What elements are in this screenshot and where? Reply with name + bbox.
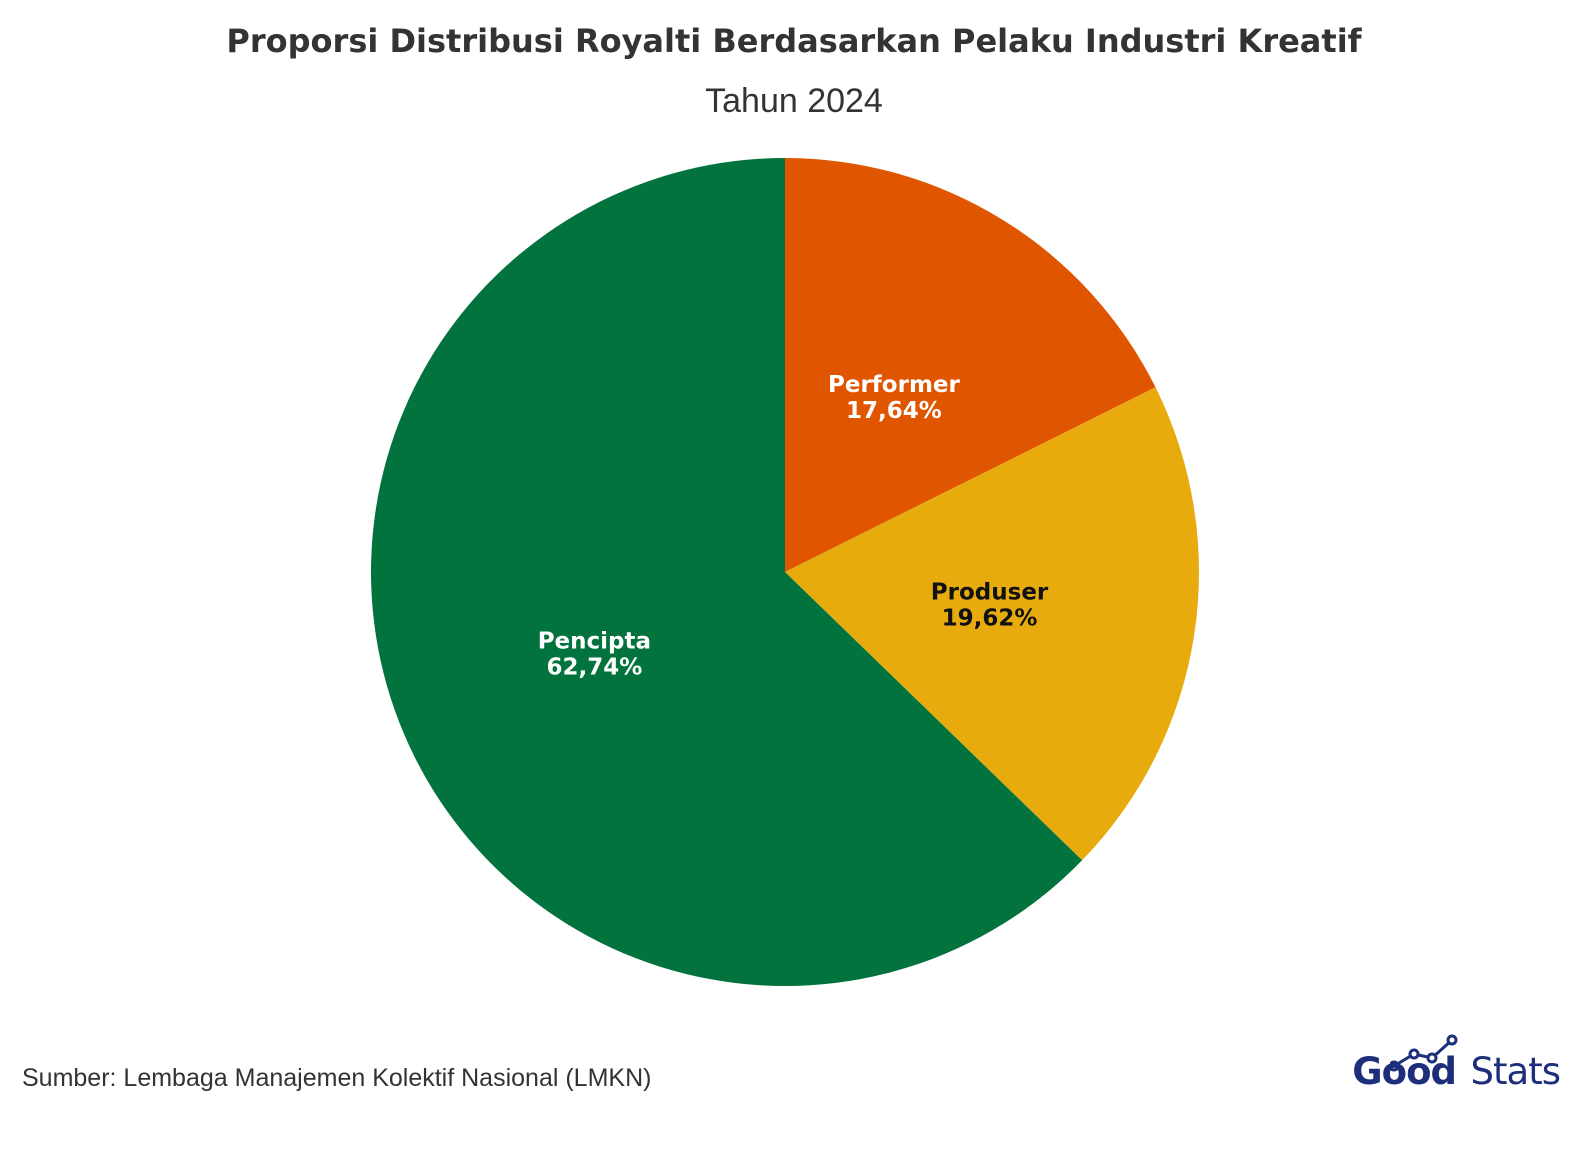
- slice-label-produser: Produser: [931, 580, 1049, 606]
- logo-text-good: Good: [1352, 1050, 1457, 1093]
- slice-label-pencipta: Pencipta: [538, 629, 651, 655]
- chart-title: Proporsi Distribusi Royalti Berdasarkan …: [226, 22, 1362, 60]
- slice-value-pencipta: 62,74%: [546, 655, 642, 681]
- goodstats-logo: Good Stats: [1330, 1034, 1561, 1100]
- pie-slice-performer: [785, 158, 1156, 572]
- logo-text-stats: Stats: [1470, 1050, 1561, 1093]
- pie-slice-produser: [785, 387, 1199, 861]
- slice-label-performer: Performer: [828, 372, 961, 398]
- chart-subtitle: Tahun 2024: [705, 82, 883, 120]
- slice-value-produser: 19,62%: [942, 606, 1038, 632]
- pie-slice-pencipta: [370, 158, 1083, 987]
- trend-line-icon: [1390, 1034, 1458, 1072]
- source-note: Sumber: Lembaga Manajemen Kolektif Nasio…: [22, 1064, 652, 1092]
- slice-value-performer: 17,64%: [846, 398, 942, 424]
